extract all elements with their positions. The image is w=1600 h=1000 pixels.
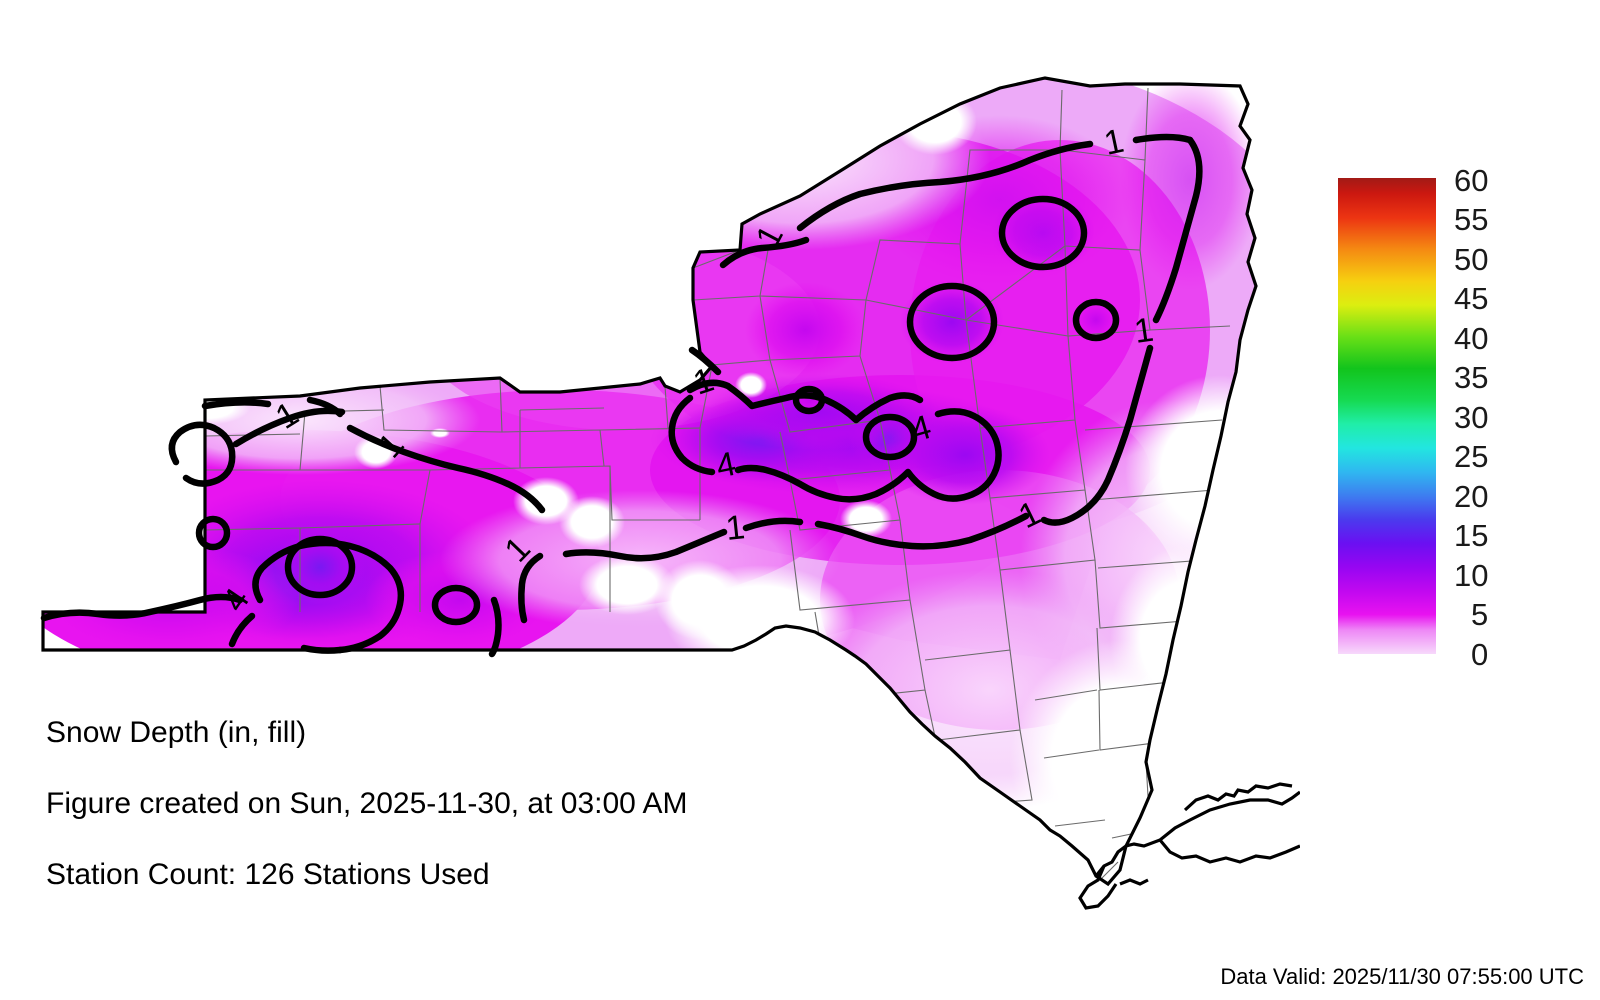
colorbar-tick: 30 [1454,400,1489,435]
state-outline [41,76,1258,887]
colorbar-tick: 55 [1454,202,1489,237]
contour-lines [40,133,1203,658]
caption-created: Figure created on Sun, 2025-11-30, at 03… [46,787,688,820]
caption-title: Snow Depth (in, fill) [46,716,307,749]
long-island-coastline [1078,782,1300,910]
colorbar-tick: 40 [1454,321,1489,356]
colorbar-tick: 45 [1454,281,1489,316]
colorbar-tick-labels: 60 55 50 45 40 35 30 25 20 15 10 5 0 [1446,165,1556,670]
data-valid-stamp: Data Valid: 2025/11/30 07:55:00 UTC [1220,964,1584,989]
colorbar-tick: 25 [1454,439,1489,474]
snow-depth-map: 1 1 1 1 1 1 4 4 1 1 1 4 [40,76,1300,910]
contour-label: 1 [724,508,747,548]
colorbar-tick: 10 [1454,558,1489,593]
figure-caption: Snow Depth (in, fill) Figure created on … [46,718,866,931]
colorbar-tick: 20 [1454,479,1489,514]
colorbar-tick: 15 [1454,518,1489,553]
caption-station-count: Station Count: 126 Stations Used [46,858,490,891]
colorbar [1338,178,1436,654]
colorbar-tick: 5 [1471,597,1489,632]
colorbar-tick: 60 [1454,163,1489,198]
colorbar-tick: 50 [1454,242,1489,277]
colorbar-tick: 35 [1454,360,1489,395]
colorbar-tick: 0 [1471,637,1489,672]
